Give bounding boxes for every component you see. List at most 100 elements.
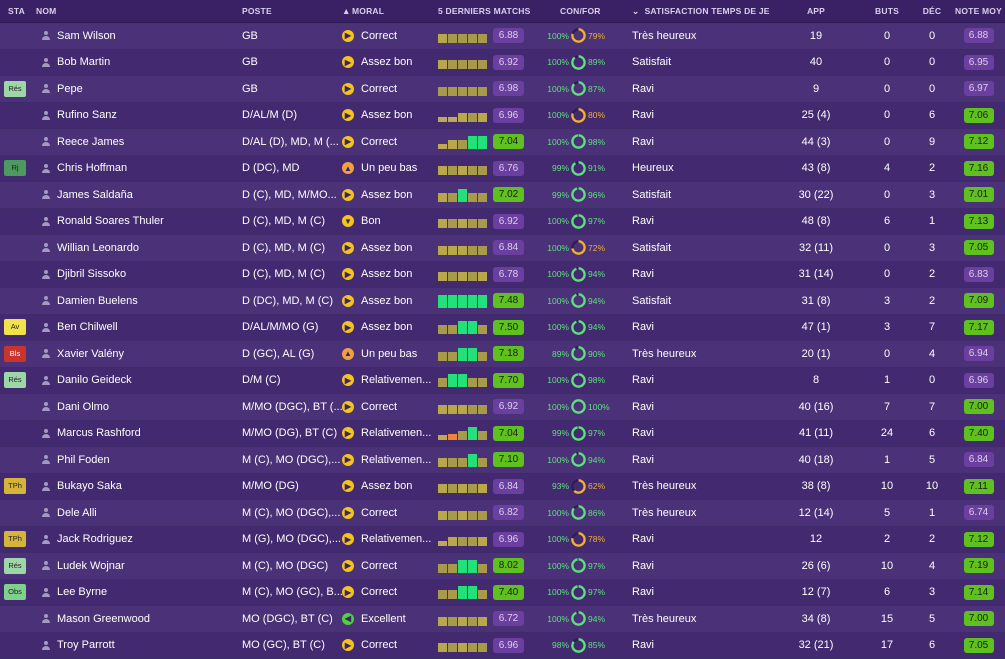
player-name[interactable]: Reece James — [57, 136, 124, 148]
status-badge[interactable]: Av — [4, 319, 26, 335]
status-badge[interactable]: Rés — [4, 372, 26, 388]
status-badge[interactable]: Rj — [4, 160, 26, 176]
status-badge[interactable]: TPh — [4, 531, 26, 547]
player-name[interactable]: Xavier Valény — [57, 348, 124, 360]
col-header-moral[interactable]: ▲ MORAL — [342, 6, 437, 16]
player-name-cell[interactable]: Jack Rodriguez — [36, 533, 240, 545]
player-name[interactable]: Mason Greenwood — [57, 613, 150, 625]
player-name[interactable]: Marcus Rashford — [57, 427, 141, 439]
player-name[interactable]: Chris Hoffman — [57, 162, 127, 174]
col-header-note[interactable]: NOTE MOY — [952, 6, 1005, 16]
player-name[interactable]: Rufino Sanz — [57, 109, 117, 121]
player-name-cell[interactable]: Bob Martin — [36, 56, 240, 68]
last-5-matches: 6.76 — [437, 161, 544, 176]
player-name[interactable]: Willian Leonardo — [57, 242, 139, 254]
player-name-cell[interactable]: Dani Olmo — [36, 401, 240, 413]
player-name-cell[interactable]: Danilo Geideck — [36, 374, 240, 386]
player-name[interactable]: Dani Olmo — [57, 401, 109, 413]
player-name-cell[interactable]: Ludek Wojnar — [36, 560, 240, 572]
player-name[interactable]: Ben Chilwell — [57, 321, 118, 333]
status-badge[interactable]: Obs — [4, 584, 26, 600]
player-name-cell[interactable]: Troy Parrott — [36, 639, 240, 651]
player-name-cell[interactable]: Pepe — [36, 83, 240, 95]
form-bar — [448, 374, 457, 387]
assists: 0 — [912, 30, 952, 42]
player-name-cell[interactable]: Lee Byrne — [36, 586, 240, 598]
player-name[interactable]: Ronald Soares Thuler — [57, 215, 164, 227]
player-name-cell[interactable]: Willian Leonardo — [36, 242, 240, 254]
player-name-cell[interactable]: Djibril Sissoko — [36, 268, 240, 280]
col-header-confor[interactable]: CON/FOR — [544, 6, 630, 16]
player-name[interactable]: Dele Alli — [57, 507, 97, 519]
col-header-sta[interactable]: STA — [0, 6, 36, 16]
player-name-cell[interactable]: Sam Wilson — [36, 30, 240, 42]
morale-label: Assez bon — [361, 56, 412, 68]
player-name[interactable]: Damien Buelens — [57, 295, 138, 307]
status-badge[interactable]: Bls — [4, 346, 26, 362]
col-header-nom[interactable]: NOM — [36, 6, 240, 16]
player-name[interactable]: Bob Martin — [57, 56, 110, 68]
col-header-poste[interactable]: POSTE — [240, 6, 342, 16]
col-header-buts[interactable]: BUTS — [862, 6, 912, 16]
player-name-cell[interactable]: James Saldaña — [36, 189, 240, 201]
player-name-cell[interactable]: Mason Greenwood — [36, 613, 240, 625]
average-rating-cell: 7.17 — [952, 320, 1005, 335]
player-name[interactable]: Jack Rodriguez — [57, 533, 133, 545]
condition-fitness: 100%98% — [544, 372, 630, 389]
player-name-cell[interactable]: Marcus Rashford — [36, 427, 240, 439]
player-name[interactable]: Pepe — [57, 83, 83, 95]
status-badge[interactable]: TPh — [4, 478, 26, 494]
col-header-app[interactable]: APP — [770, 6, 862, 16]
player-name-cell[interactable]: Ben Chilwell — [36, 321, 240, 333]
player-name[interactable]: Lee Byrne — [57, 586, 107, 598]
status-badge[interactable]: Rés — [4, 81, 26, 97]
player-name-cell[interactable]: Damien Buelens — [36, 295, 240, 307]
player-name[interactable]: James Saldaña — [57, 189, 133, 201]
player-name[interactable]: Ludek Wojnar — [57, 560, 125, 572]
player-name-cell[interactable]: Ronald Soares Thuler — [36, 215, 240, 227]
playing-time-satisfaction: Très heureux — [630, 507, 770, 519]
col-header-last5[interactable]: 5 DERNIERS MATCHS — [437, 6, 544, 16]
col-header-dec[interactable]: DÉC — [912, 6, 952, 16]
player-name[interactable]: Bukayo Saka — [57, 480, 122, 492]
player-name[interactable]: Phil Foden — [57, 454, 110, 466]
fitness-percent: 94% — [588, 296, 613, 306]
status-badge[interactable]: Rés — [4, 558, 26, 574]
player-name-cell[interactable]: Rufino Sanz — [36, 109, 240, 121]
player-name[interactable]: Danilo Geideck — [57, 374, 132, 386]
col-header-satisfaction[interactable]: ⌄ SATISFACTION TEMPS DE JEU — [630, 6, 770, 17]
player-name-cell[interactable]: Reece James — [36, 136, 240, 148]
player-name-cell[interactable]: Chris Hoffman — [36, 162, 240, 174]
player-name-cell[interactable]: Dele Alli — [36, 507, 240, 519]
player-name-cell[interactable]: Bukayo Saka — [36, 480, 240, 492]
player-name-cell[interactable]: Phil Foden — [36, 454, 240, 466]
player-name[interactable]: Djibril Sissoko — [57, 268, 126, 280]
player-name[interactable]: Sam Wilson — [57, 30, 116, 42]
player-name[interactable]: Troy Parrott — [57, 639, 115, 651]
player-name-cell[interactable]: Xavier Valény — [36, 348, 240, 360]
